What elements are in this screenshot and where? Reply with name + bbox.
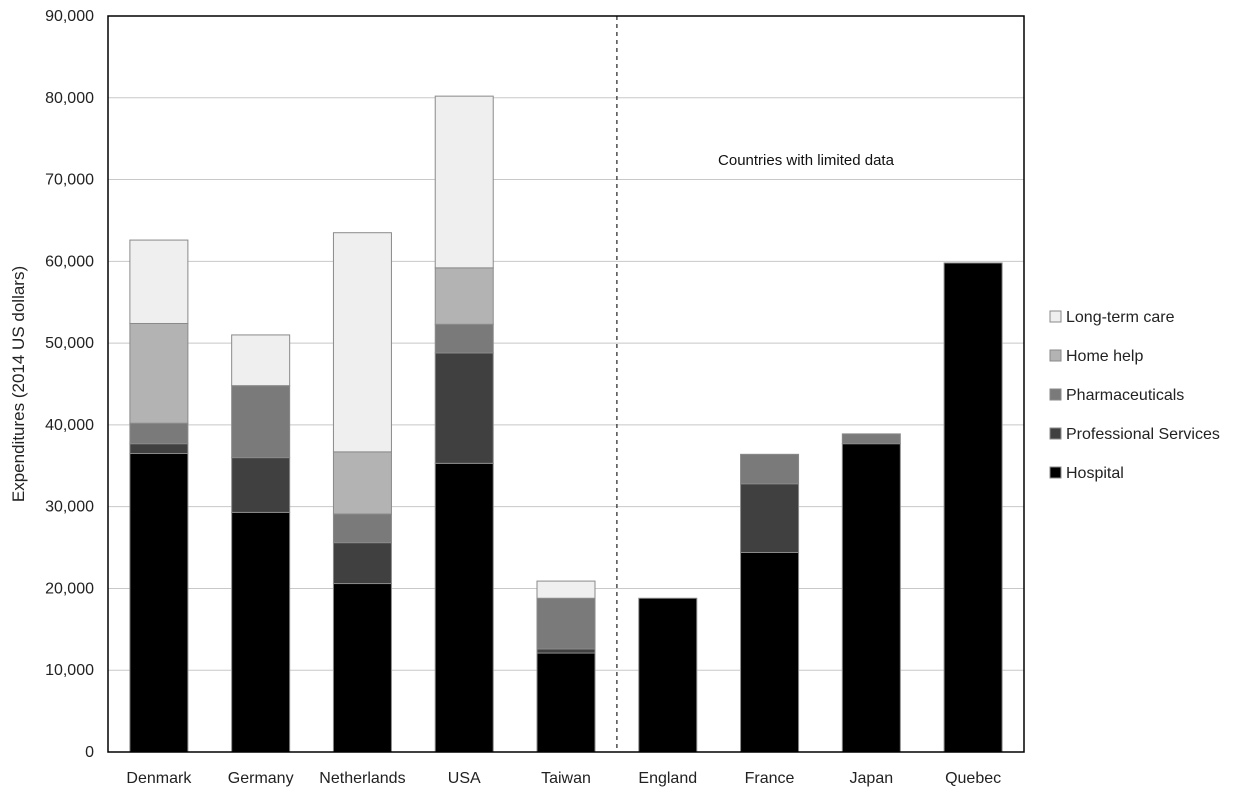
bar-segment-usa-pharmaceuticals (434, 323, 494, 354)
limited-data-annotation: Countries with limited data (718, 152, 895, 169)
bar-segment-france-pharmaceuticals (740, 453, 800, 485)
bar-segment-japan-pharmaceuticals (841, 433, 901, 445)
x-tick-label: Japan (850, 770, 894, 787)
x-tick-label: Taiwan (541, 770, 591, 787)
x-axis-labels: Denmark Germany Netherlands USA Taiwan Englan… (126, 770, 1001, 787)
legend-swatch (1049, 310, 1062, 323)
bar-segment-usa-hospital (434, 462, 494, 753)
bar-segment-quebec-hospital (943, 262, 1003, 753)
bar-segment-taiwan-pharmaceuticals (536, 597, 596, 650)
bar-segment-netherlands-home-help (332, 451, 392, 515)
bar-segment-germany-professional-services (231, 457, 291, 513)
bar-segment-france-professional-services (740, 483, 800, 553)
bar-segment-denmark-hospital (129, 453, 189, 753)
bars (129, 95, 1003, 753)
y-axis-title: Expenditures (2014 US dollars) (9, 266, 28, 502)
plot-frame (107, 15, 1025, 753)
legend-label: Long-term care (1066, 309, 1175, 326)
legend-swatch (1049, 388, 1062, 401)
bar-segment-germany-pharmaceuticals (231, 385, 291, 459)
legend-swatch (1049, 466, 1062, 479)
y-tick-label: 90,000 (45, 8, 94, 25)
bar-segment-netherlands-hospital (332, 583, 392, 753)
x-tick-label: France (745, 770, 795, 787)
y-axis-ticks: 0 10,000 20,000 30,000 40,000 50,000 60,000 70,… (45, 8, 94, 761)
bar-segment-netherlands-pharmaceuticals (332, 513, 392, 544)
y-tick-label: 30,000 (45, 499, 94, 516)
y-tick-label: 40,000 (45, 417, 94, 434)
bar-segment-france-hospital (740, 551, 800, 753)
legend-swatch (1049, 427, 1062, 440)
bar-segment-taiwan-long-term-care (536, 580, 596, 599)
bar-segment-denmark-professional-services (129, 443, 189, 455)
x-tick-label: USA (448, 770, 481, 787)
bar-segment-usa-long-term-care (434, 95, 494, 269)
bar-segment-denmark-pharmaceuticals (129, 422, 189, 445)
y-tick-label: 50,000 (45, 335, 94, 352)
bar-segment-usa-home-help (434, 267, 494, 325)
bar-segment-germany-long-term-care (231, 334, 291, 387)
x-tick-label: England (638, 770, 697, 787)
x-tick-label: Germany (228, 770, 294, 787)
legend-label: Professional Services (1066, 426, 1220, 443)
bar-segment-denmark-long-term-care (129, 239, 189, 324)
bar-segment-taiwan-hospital (536, 652, 596, 753)
bar-segment-taiwan-professional-services (536, 648, 596, 654)
y-tick-label: 80,000 (45, 90, 94, 107)
legend-label: Home help (1066, 348, 1143, 365)
bar-segment-denmark-home-help (129, 322, 189, 424)
y-tick-label: 0 (85, 744, 94, 761)
x-tick-label: Netherlands (319, 770, 405, 787)
legend-swatch (1049, 349, 1062, 362)
bar-segment-japan-hospital (841, 443, 901, 753)
bar-segment-england-hospital (638, 597, 698, 753)
y-tick-label: 10,000 (45, 662, 94, 679)
y-tick-label: 70,000 (45, 172, 94, 189)
x-tick-label: Denmark (126, 770, 192, 787)
legend-label: Hospital (1066, 465, 1124, 482)
bar-segment-usa-professional-services (434, 352, 494, 464)
bar-segment-netherlands-professional-services (332, 542, 392, 585)
y-tick-label: 20,000 (45, 580, 94, 597)
bar-segment-germany-hospital (231, 511, 291, 753)
x-tick-label: Quebec (945, 770, 1001, 787)
bar-segment-netherlands-long-term-care (332, 232, 392, 453)
legend-label: Pharmaceuticals (1066, 387, 1184, 404)
legend: Long-term care Home help Pharmaceuticals Pr… (1049, 309, 1220, 482)
y-tick-label: 60,000 (45, 253, 94, 270)
